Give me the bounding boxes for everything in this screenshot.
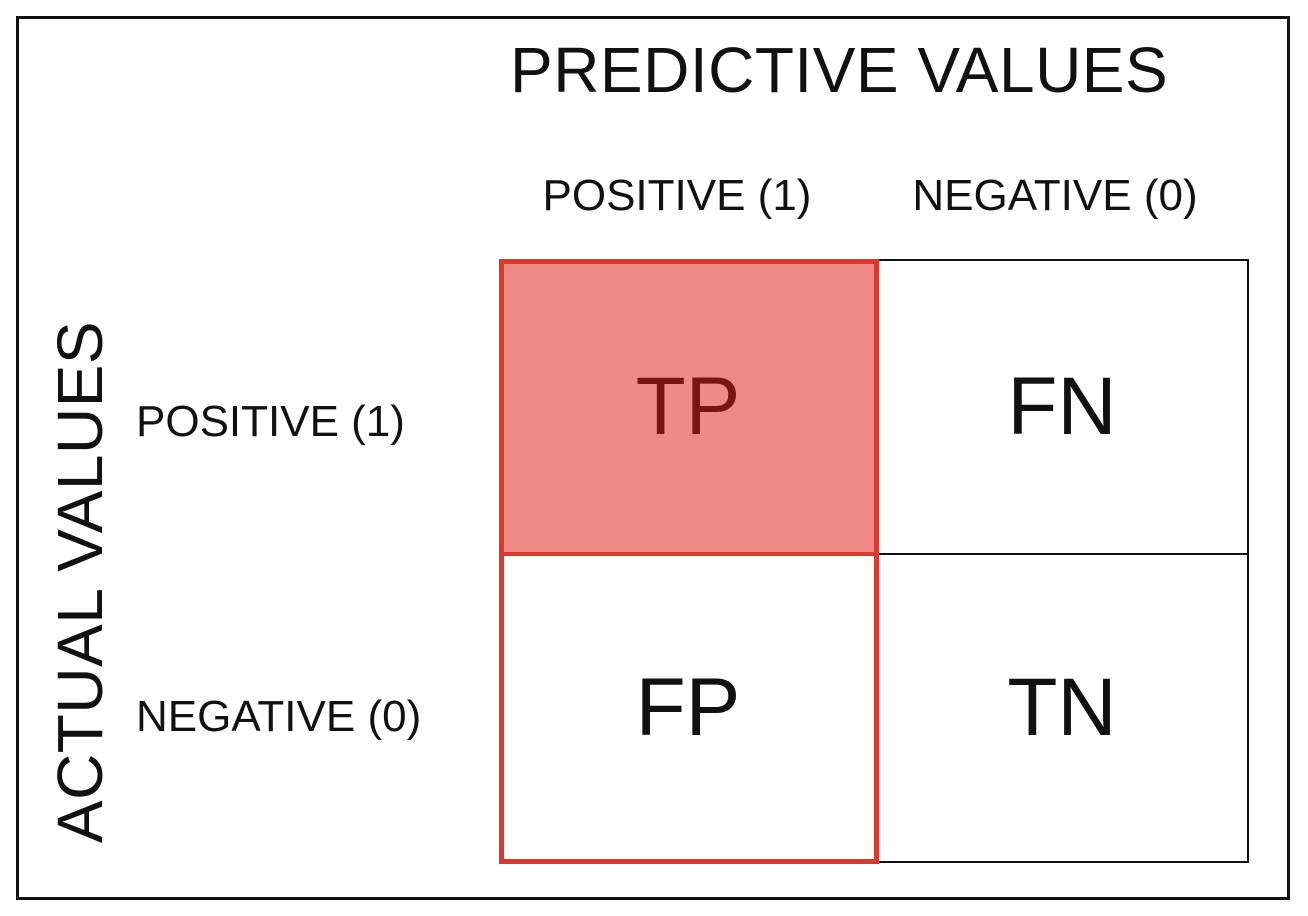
- cell-fp-label: FP: [635, 662, 741, 753]
- cell-false-negative: FN: [877, 259, 1249, 555]
- cell-tn-label: TN: [1007, 662, 1117, 753]
- diagram-frame: [16, 16, 1290, 900]
- row-label-negative: NEGATIVE (0): [136, 692, 422, 741]
- column-label-positive: POSITIVE (1): [542, 171, 812, 220]
- column-label-negative: NEGATIVE (0): [912, 171, 1198, 220]
- cell-true-positive: TP: [499, 259, 877, 555]
- cell-fn-label: FN: [1007, 361, 1117, 452]
- cell-tp-label: TP: [635, 361, 741, 452]
- predictive-values-title: PREDICTIVE VALUES: [510, 34, 1169, 106]
- highlight-divider: [502, 552, 876, 556]
- cell-true-negative: TN: [877, 555, 1249, 863]
- actual-values-title: ACTUAL VALUES: [44, 320, 116, 844]
- cell-false-positive: FP: [499, 555, 877, 863]
- row-label-positive: POSITIVE (1): [136, 397, 405, 446]
